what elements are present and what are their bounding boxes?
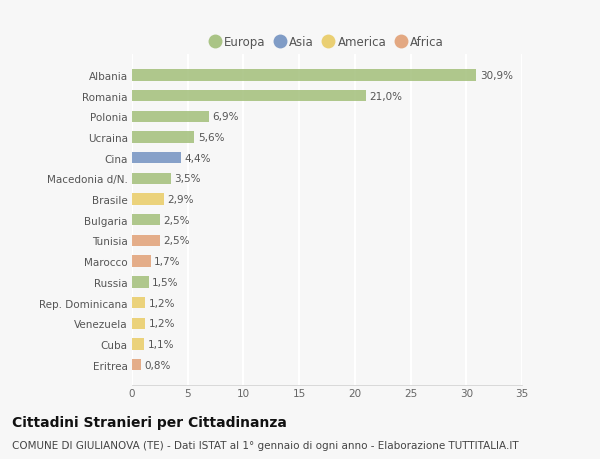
Bar <box>132 153 181 164</box>
Bar <box>132 256 151 267</box>
Text: 30,9%: 30,9% <box>479 71 512 81</box>
Bar <box>132 318 145 329</box>
Bar <box>132 91 366 102</box>
Text: 1,2%: 1,2% <box>149 298 175 308</box>
Bar <box>132 112 209 123</box>
Bar <box>132 339 144 350</box>
Text: 2,9%: 2,9% <box>167 195 194 205</box>
Text: 1,2%: 1,2% <box>149 319 175 329</box>
Bar <box>132 297 145 308</box>
Bar <box>132 235 160 246</box>
Text: 21,0%: 21,0% <box>370 91 403 101</box>
Bar <box>132 215 160 226</box>
Text: 6,9%: 6,9% <box>212 112 239 122</box>
Bar <box>132 70 476 81</box>
Text: 1,1%: 1,1% <box>148 339 174 349</box>
Text: Cittadini Stranieri per Cittadinanza: Cittadini Stranieri per Cittadinanza <box>12 415 287 429</box>
Text: 1,7%: 1,7% <box>154 257 181 267</box>
Text: 0,8%: 0,8% <box>144 360 170 370</box>
Bar <box>132 132 194 143</box>
Bar <box>132 359 141 370</box>
Text: 1,5%: 1,5% <box>152 277 179 287</box>
Bar <box>132 174 171 185</box>
Text: 3,5%: 3,5% <box>175 174 201 184</box>
Text: 2,5%: 2,5% <box>163 236 190 246</box>
Text: 2,5%: 2,5% <box>163 215 190 225</box>
Legend: Europa, Asia, America, Africa: Europa, Asia, America, Africa <box>205 31 449 54</box>
Text: COMUNE DI GIULIANOVA (TE) - Dati ISTAT al 1° gennaio di ogni anno - Elaborazione: COMUNE DI GIULIANOVA (TE) - Dati ISTAT a… <box>12 440 518 450</box>
Bar <box>132 277 149 288</box>
Text: 5,6%: 5,6% <box>198 133 224 143</box>
Text: 4,4%: 4,4% <box>184 153 211 163</box>
Bar <box>132 194 164 205</box>
